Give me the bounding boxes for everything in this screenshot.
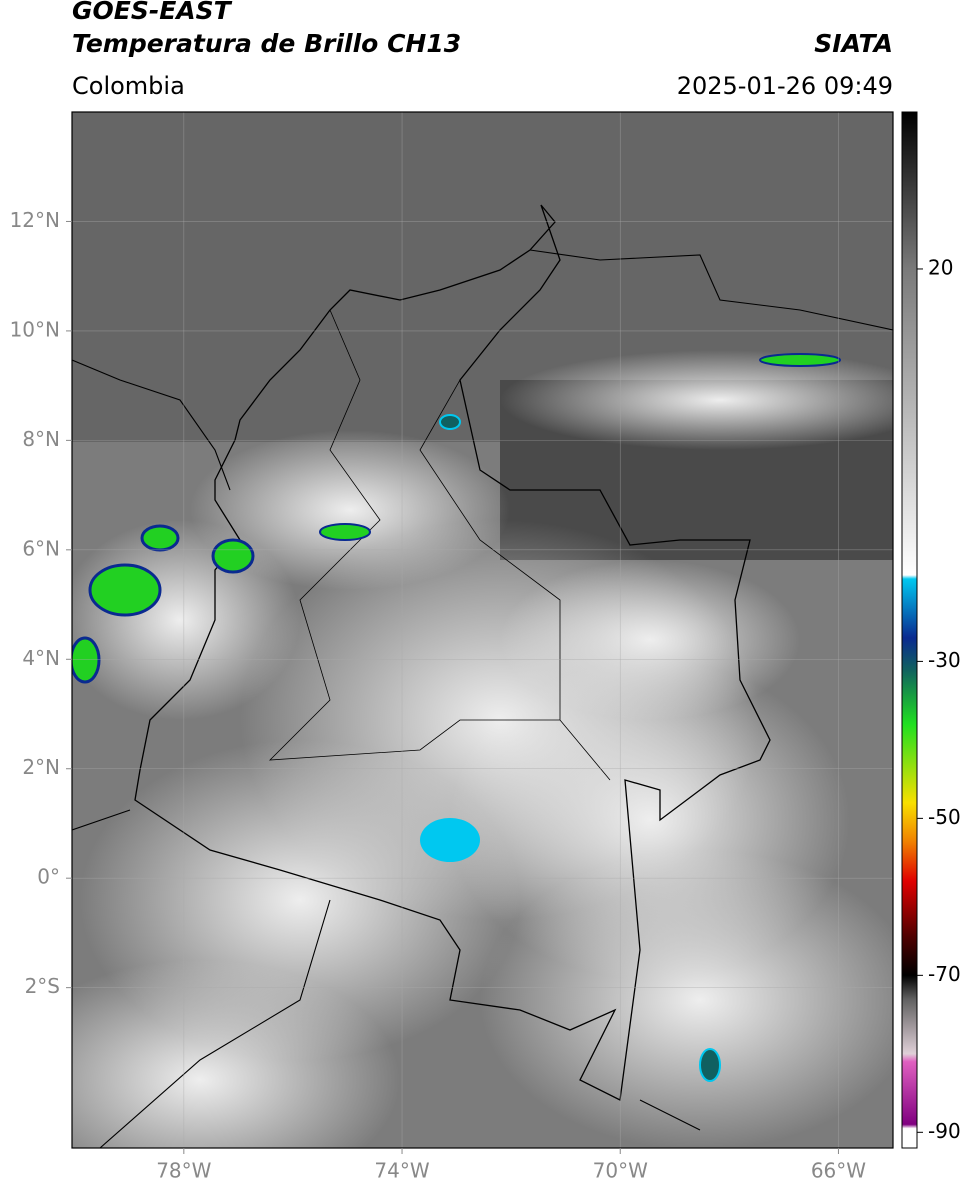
lat-tick-label: 12°N: [10, 208, 60, 232]
lat-tick-label: 4°N: [22, 646, 60, 670]
lon-tick-label: 74°W: [374, 1159, 429, 1183]
subtitle: Temperatura de Brillo CH13: [72, 29, 461, 58]
lon-tick-label: 70°W: [593, 1159, 648, 1183]
colorbar-tick-label: -70: [928, 962, 961, 986]
colorbar-tick-label: -90: [928, 1119, 961, 1143]
region: Colombia: [72, 72, 185, 100]
lat-tick-label: 2°N: [22, 755, 60, 779]
lon-tick-label: 78°W: [156, 1159, 211, 1183]
map: [72, 112, 893, 1148]
lon-tick-label: 66°W: [811, 1159, 866, 1183]
lat-tick-label: 0°: [37, 865, 60, 889]
colorbar-tick-label: -30: [928, 648, 961, 672]
source: SIATA: [814, 29, 893, 58]
lat-tick-label: 2°S: [25, 974, 60, 998]
title: GOES-EAST: [72, 0, 233, 25]
lat-tick-label: 10°N: [10, 317, 60, 341]
colorbar-tick-label: -50: [928, 805, 961, 829]
convective-cells: [72, 353, 841, 1082]
colorbar-tick-label: 20: [928, 255, 953, 279]
lat-tick-label: 8°N: [22, 427, 60, 451]
colorbar: [901, 111, 918, 1149]
map-frame: [71, 111, 894, 1149]
lat-tick-label: 6°N: [22, 536, 60, 560]
timestamp: 2025-01-26 09:49: [677, 72, 893, 100]
